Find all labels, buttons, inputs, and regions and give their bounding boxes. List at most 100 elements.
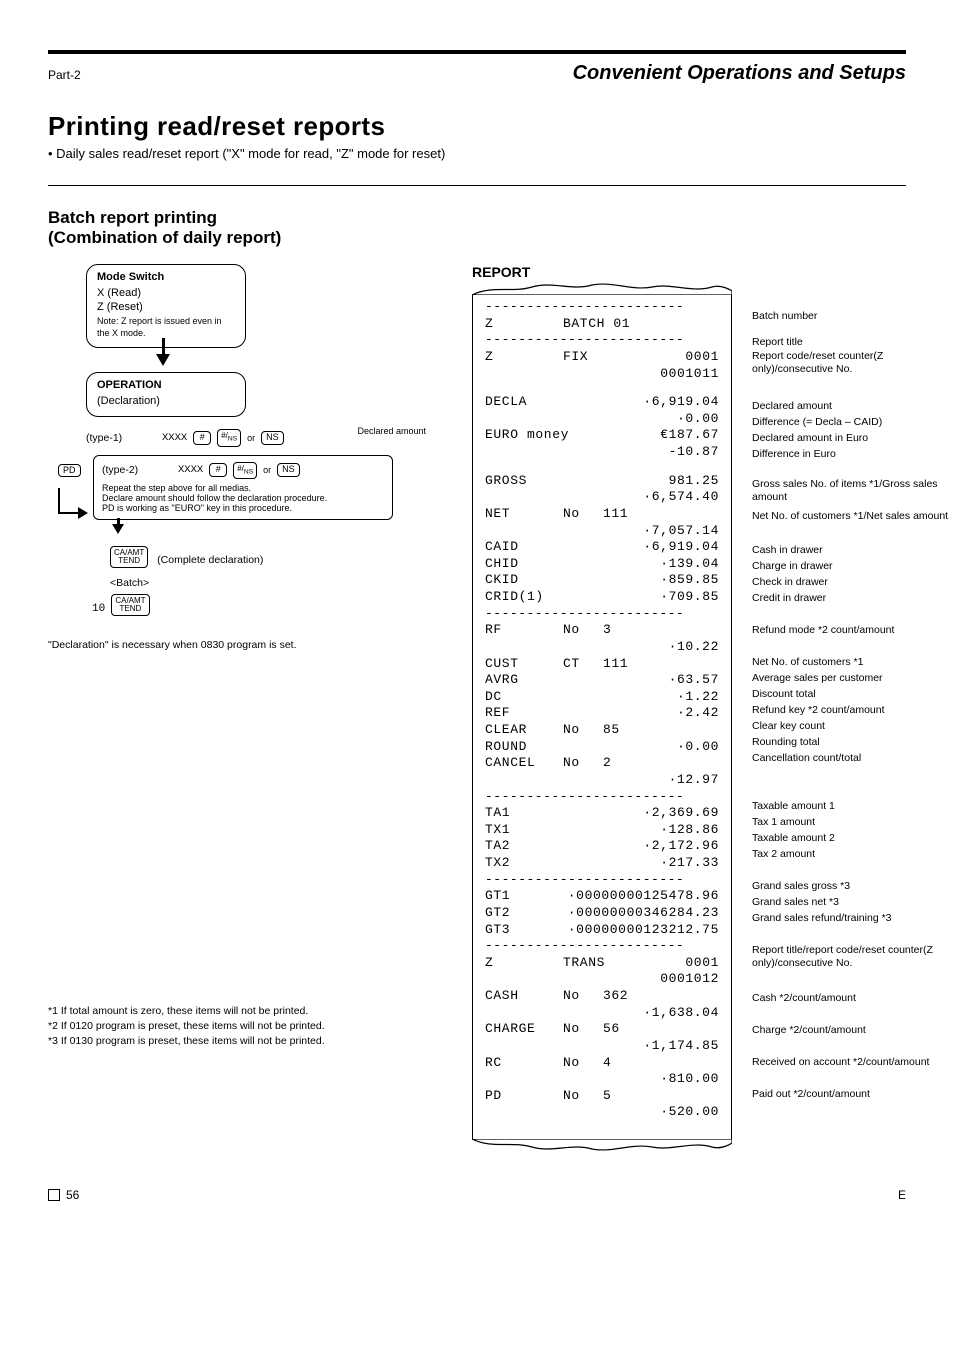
- receipt-line: GT2·00000000346284.23: [485, 905, 719, 922]
- annot-tx1: Tax 1 amount: [752, 816, 932, 829]
- receipt-line: NETNo111: [485, 506, 719, 523]
- chapter-ref: Part-2: [48, 68, 81, 82]
- note-3: *3 If 0130 program is preset, these item…: [48, 1034, 408, 1049]
- annot-clear: Clear key count: [752, 720, 932, 733]
- receipt-line: CHARGENo56: [485, 1021, 719, 1038]
- type1-hint: Declared amount: [357, 426, 426, 436]
- notes-block: "Declaration" is necessary when 0830 pro…: [48, 638, 408, 1049]
- annot-report-title: Report title: [752, 336, 932, 349]
- receipt-line: -10.87: [485, 444, 719, 461]
- mode-switch-block: Mode Switch X (Read) Z (Reset) Note: Z r…: [86, 264, 246, 348]
- receipt-line: ·810.00: [485, 1071, 719, 1088]
- annot-avrg: Average sales per customer: [752, 672, 954, 685]
- receipt-line: CASHNo362: [485, 988, 719, 1005]
- receipt-line: ROUND·0.00: [485, 739, 719, 756]
- report-heading: REPORT: [472, 264, 906, 280]
- annot-charge: Charge *2/count/amount: [752, 1024, 952, 1037]
- annot-ref: Refund key *2 count/amount: [752, 704, 954, 717]
- page-box-icon: [48, 1189, 60, 1201]
- annot-gross: Gross sales No. of items *1/Gross sales …: [752, 478, 954, 503]
- receipt-sep: ------------------------: [485, 938, 719, 955]
- sub-rule: [48, 185, 906, 186]
- torn-edge-icon: [472, 283, 732, 295]
- annot-ta2: Taxable amount 2: [752, 832, 932, 845]
- receipt-line: RCNo4: [485, 1055, 719, 1072]
- receipt-line: PDNo5: [485, 1088, 719, 1105]
- annot-caid: Cash in drawer: [752, 544, 932, 557]
- annot-tx2: Tax 2 amount: [752, 848, 932, 861]
- ca-amt-tend-key: CA/AMTTEND: [110, 546, 148, 568]
- receipt-line: ·6,574.40: [485, 489, 719, 506]
- pd-key: PD: [58, 464, 81, 478]
- receipt-line: ·1,638.04: [485, 1005, 719, 1022]
- type2-amount: XXXX: [178, 464, 203, 476]
- receipt-line: RFNo3: [485, 622, 719, 639]
- hash-ns-key: #/NS: [217, 429, 241, 446]
- ns-key: NS: [261, 431, 284, 445]
- annot-ckid: Check in drawer: [752, 576, 932, 589]
- operation-title: OPERATION: [97, 379, 235, 393]
- receipt-line: GT3·00000000123212.75: [485, 922, 719, 939]
- receipt-line: REF·2.42: [485, 705, 719, 722]
- pd-note3: PD is working as "EURO" key in this proc…: [102, 503, 384, 513]
- report-column: REPORT ------------------------ ZBATCH 0…: [462, 264, 906, 1146]
- mode-z-label: Z (Reset): [97, 301, 235, 315]
- receipt-line: ·520.00: [485, 1104, 719, 1121]
- torn-edge-icon: [472, 1139, 732, 1151]
- note-1: *1 If total amount is zero, these items …: [48, 1004, 408, 1019]
- annot-rf: Refund mode *2 count/amount: [752, 624, 954, 637]
- receipt-line: TX1·128.86: [485, 822, 719, 839]
- page-title: Printing read/reset reports: [48, 111, 906, 142]
- ns-key: NS: [277, 463, 300, 477]
- elbow-arrow-icon: [58, 488, 86, 514]
- section-title: Batch report printing(Combination of dai…: [48, 208, 906, 248]
- annot-cancel: Cancellation count/total: [752, 752, 952, 765]
- receipt-line: 0001012: [485, 971, 719, 988]
- receipt-line: CHID·139.04: [485, 556, 719, 573]
- batch-label: <Batch>: [110, 576, 426, 591]
- operation-label: (Declaration): [97, 395, 235, 409]
- complete-decl-label: (Complete declaration): [157, 554, 263, 566]
- receipt-line: EURO money€187.67: [485, 427, 719, 444]
- receipt-line: TA2·2,172.96: [485, 838, 719, 855]
- annot-gt2: Grand sales net *3: [752, 896, 952, 909]
- receipt-line: CKID·859.85: [485, 572, 719, 589]
- annot-dc: Discount total: [752, 688, 932, 701]
- annot-euro-diff: Difference in Euro: [752, 448, 952, 461]
- mode-switch-title: Mode Switch: [97, 271, 235, 285]
- arrow-down-icon: [156, 354, 170, 366]
- mode-x-label: X (Read): [97, 287, 235, 301]
- receipt-line: DECLA·6,919.04: [485, 394, 719, 411]
- annot-diff: Difference (= Decla – CAID): [752, 416, 952, 429]
- annot-chid: Charge in drawer: [752, 560, 932, 573]
- annot-net: Net No. of customers *1/Net sales amount: [752, 510, 954, 523]
- page-subtitle: • Daily sales read/reset report ("X" mod…: [48, 146, 906, 161]
- type2-label: (type-2): [102, 464, 172, 476]
- receipt-line: TX2·217.33: [485, 855, 719, 872]
- annot-crid: Credit in drawer: [752, 592, 932, 605]
- complete-decl-row: CA/AMTTEND (Complete declaration) <Batch…: [110, 546, 426, 591]
- annot-euro-decla: Declared amount in Euro: [752, 432, 952, 445]
- annot-rc: Received on account *2/count/amount: [752, 1056, 954, 1069]
- receipt-line: ZFIX0001: [485, 349, 719, 366]
- type1-row: (type-1) XXXX # #/NS or NS Declared amou…: [86, 429, 426, 446]
- receipt-line: ZBATCH 01: [485, 316, 719, 333]
- footer-label: E: [898, 1188, 906, 1202]
- receipt-line: ·12.97: [485, 772, 719, 789]
- receipt-line: ·7,057.14: [485, 523, 719, 540]
- top-rule: [48, 50, 906, 54]
- annot-gt3: Grand sales refund/training *3: [752, 912, 954, 925]
- ca-amt-tend-key: CA/AMTTEND: [111, 594, 149, 616]
- page: Part-2 Convenient Operations and Setups …: [0, 0, 954, 1242]
- receipt-line: CUSTCT111: [485, 656, 719, 673]
- receipt-line: DC·1.22: [485, 689, 719, 706]
- receipt-sep: ------------------------: [485, 332, 719, 349]
- annot-cash: Cash *2/count/amount: [752, 992, 952, 1005]
- pd-block: PD (type-2) XXXX # #/NS or NS Repeat the…: [93, 455, 393, 520]
- hash-ns-key: #/NS: [233, 462, 257, 479]
- receipt-line: TA1·2,369.69: [485, 805, 719, 822]
- receipt-line: AVRG·63.57: [485, 672, 719, 689]
- operation-block: OPERATION (Declaration): [86, 372, 246, 418]
- receipt: ------------------------ ZBATCH 01 -----…: [472, 288, 732, 1146]
- annot-round: Rounding total: [752, 736, 932, 749]
